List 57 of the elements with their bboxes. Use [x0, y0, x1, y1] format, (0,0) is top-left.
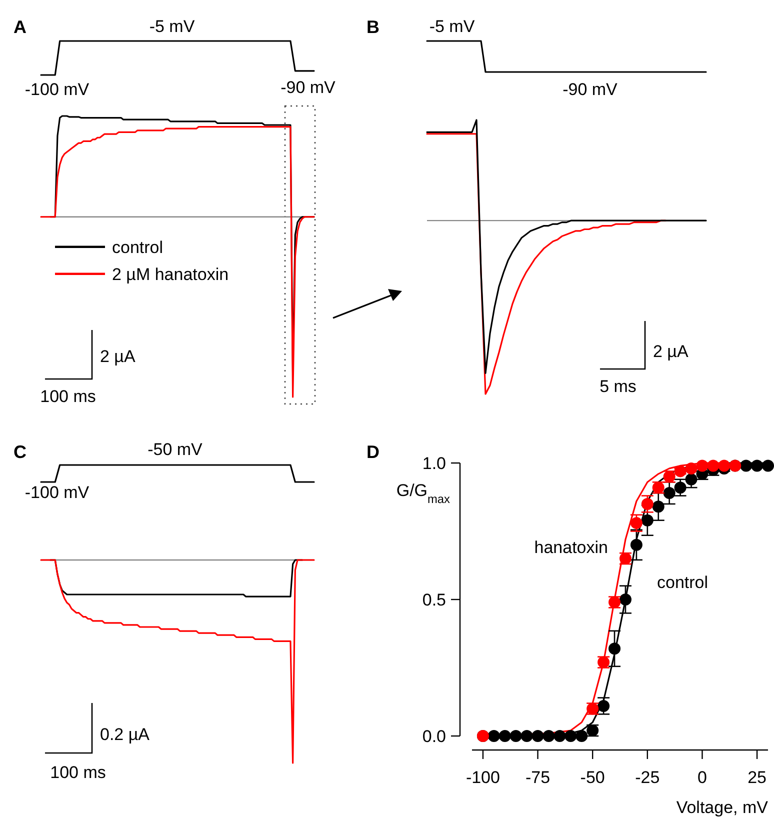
point [663, 487, 676, 500]
chart-title: B [366, 17, 380, 37]
point [598, 700, 610, 712]
point [488, 730, 500, 742]
point [608, 642, 621, 655]
text: -100 mV [24, 80, 90, 99]
point [630, 517, 642, 530]
annotation: 100 ms [40, 387, 96, 406]
point [707, 460, 720, 472]
annotation: 5 ms [600, 377, 636, 396]
point [641, 498, 654, 510]
text: -90 mV [280, 78, 336, 97]
x-tick-label: -50 [580, 768, 605, 787]
point [564, 730, 577, 742]
legend-label: 2 µM hanatoxin [112, 264, 229, 284]
point [762, 460, 774, 472]
x-tick-label: -25 [635, 768, 660, 787]
x-tick-label: 0 [697, 768, 707, 787]
point [740, 460, 752, 472]
series-label: hanatoxin [534, 538, 608, 557]
point [685, 473, 698, 486]
chart-title: C [14, 442, 26, 462]
text: -5 mV [429, 17, 476, 36]
point [641, 514, 654, 526]
y-tick-label: 0.5 [422, 590, 446, 610]
y-tick-label: 1.0 [422, 454, 446, 473]
y-axis-title: G/G$_{max}$ [396, 481, 450, 506]
chart-title: D [366, 442, 380, 462]
chart-title: A [14, 17, 26, 37]
annotation: 100 ms [50, 763, 106, 782]
x-tick-label: 25 [748, 768, 766, 787]
legend-label: control [112, 238, 164, 257]
text: -5 mV [149, 17, 196, 36]
point [751, 460, 764, 472]
y-tick-label: 0.0 [422, 727, 446, 746]
point [510, 730, 522, 742]
x-tick-label: -75 [525, 768, 550, 787]
text: -100 mV [24, 483, 90, 502]
x-tick-label: -100 [466, 768, 500, 787]
point [630, 538, 642, 551]
point [718, 460, 730, 472]
x-axis-title: Voltage, mV [676, 798, 769, 817]
annotation: 2 µA [653, 342, 689, 361]
point [554, 730, 566, 742]
point [542, 730, 555, 742]
point [674, 482, 686, 494]
point [619, 594, 632, 606]
point [576, 730, 588, 742]
text: -50 mV [148, 440, 204, 459]
point [652, 500, 664, 513]
annotation: 2 µA [100, 347, 136, 366]
series-label: control [657, 573, 708, 592]
point [532, 730, 544, 742]
text: -90 mV [562, 80, 618, 99]
point [498, 730, 511, 742]
point [520, 730, 533, 742]
annotation: 0.2 µA [100, 725, 150, 744]
